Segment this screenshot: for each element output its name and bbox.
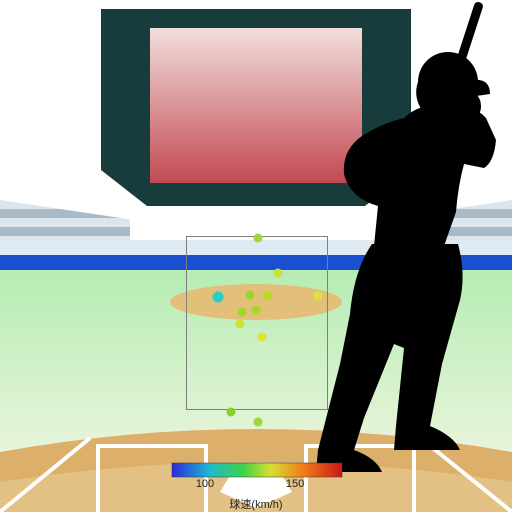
pitch-dot — [254, 234, 263, 243]
pitch-dot — [258, 333, 267, 342]
pitch-dot — [227, 408, 236, 417]
legend-tick: 150 — [283, 478, 307, 490]
pitch-dot — [252, 306, 261, 315]
legend-ticks: 100 150 — [171, 478, 341, 492]
pitch-dot — [264, 292, 273, 301]
pitch-dot — [254, 418, 263, 427]
pitch-dot — [213, 292, 224, 303]
pitch-dot — [238, 308, 247, 317]
pitch-dots — [0, 0, 512, 512]
pitch-dot — [236, 320, 245, 329]
pitch-dot — [274, 269, 283, 278]
pitch-dot — [314, 292, 323, 301]
legend-tick: 100 — [193, 478, 217, 490]
chart-canvas: 100 150 球速(km/h) — [0, 0, 512, 512]
legend-label: 球速(km/h) — [171, 496, 341, 512]
pitch-dot — [246, 291, 255, 300]
